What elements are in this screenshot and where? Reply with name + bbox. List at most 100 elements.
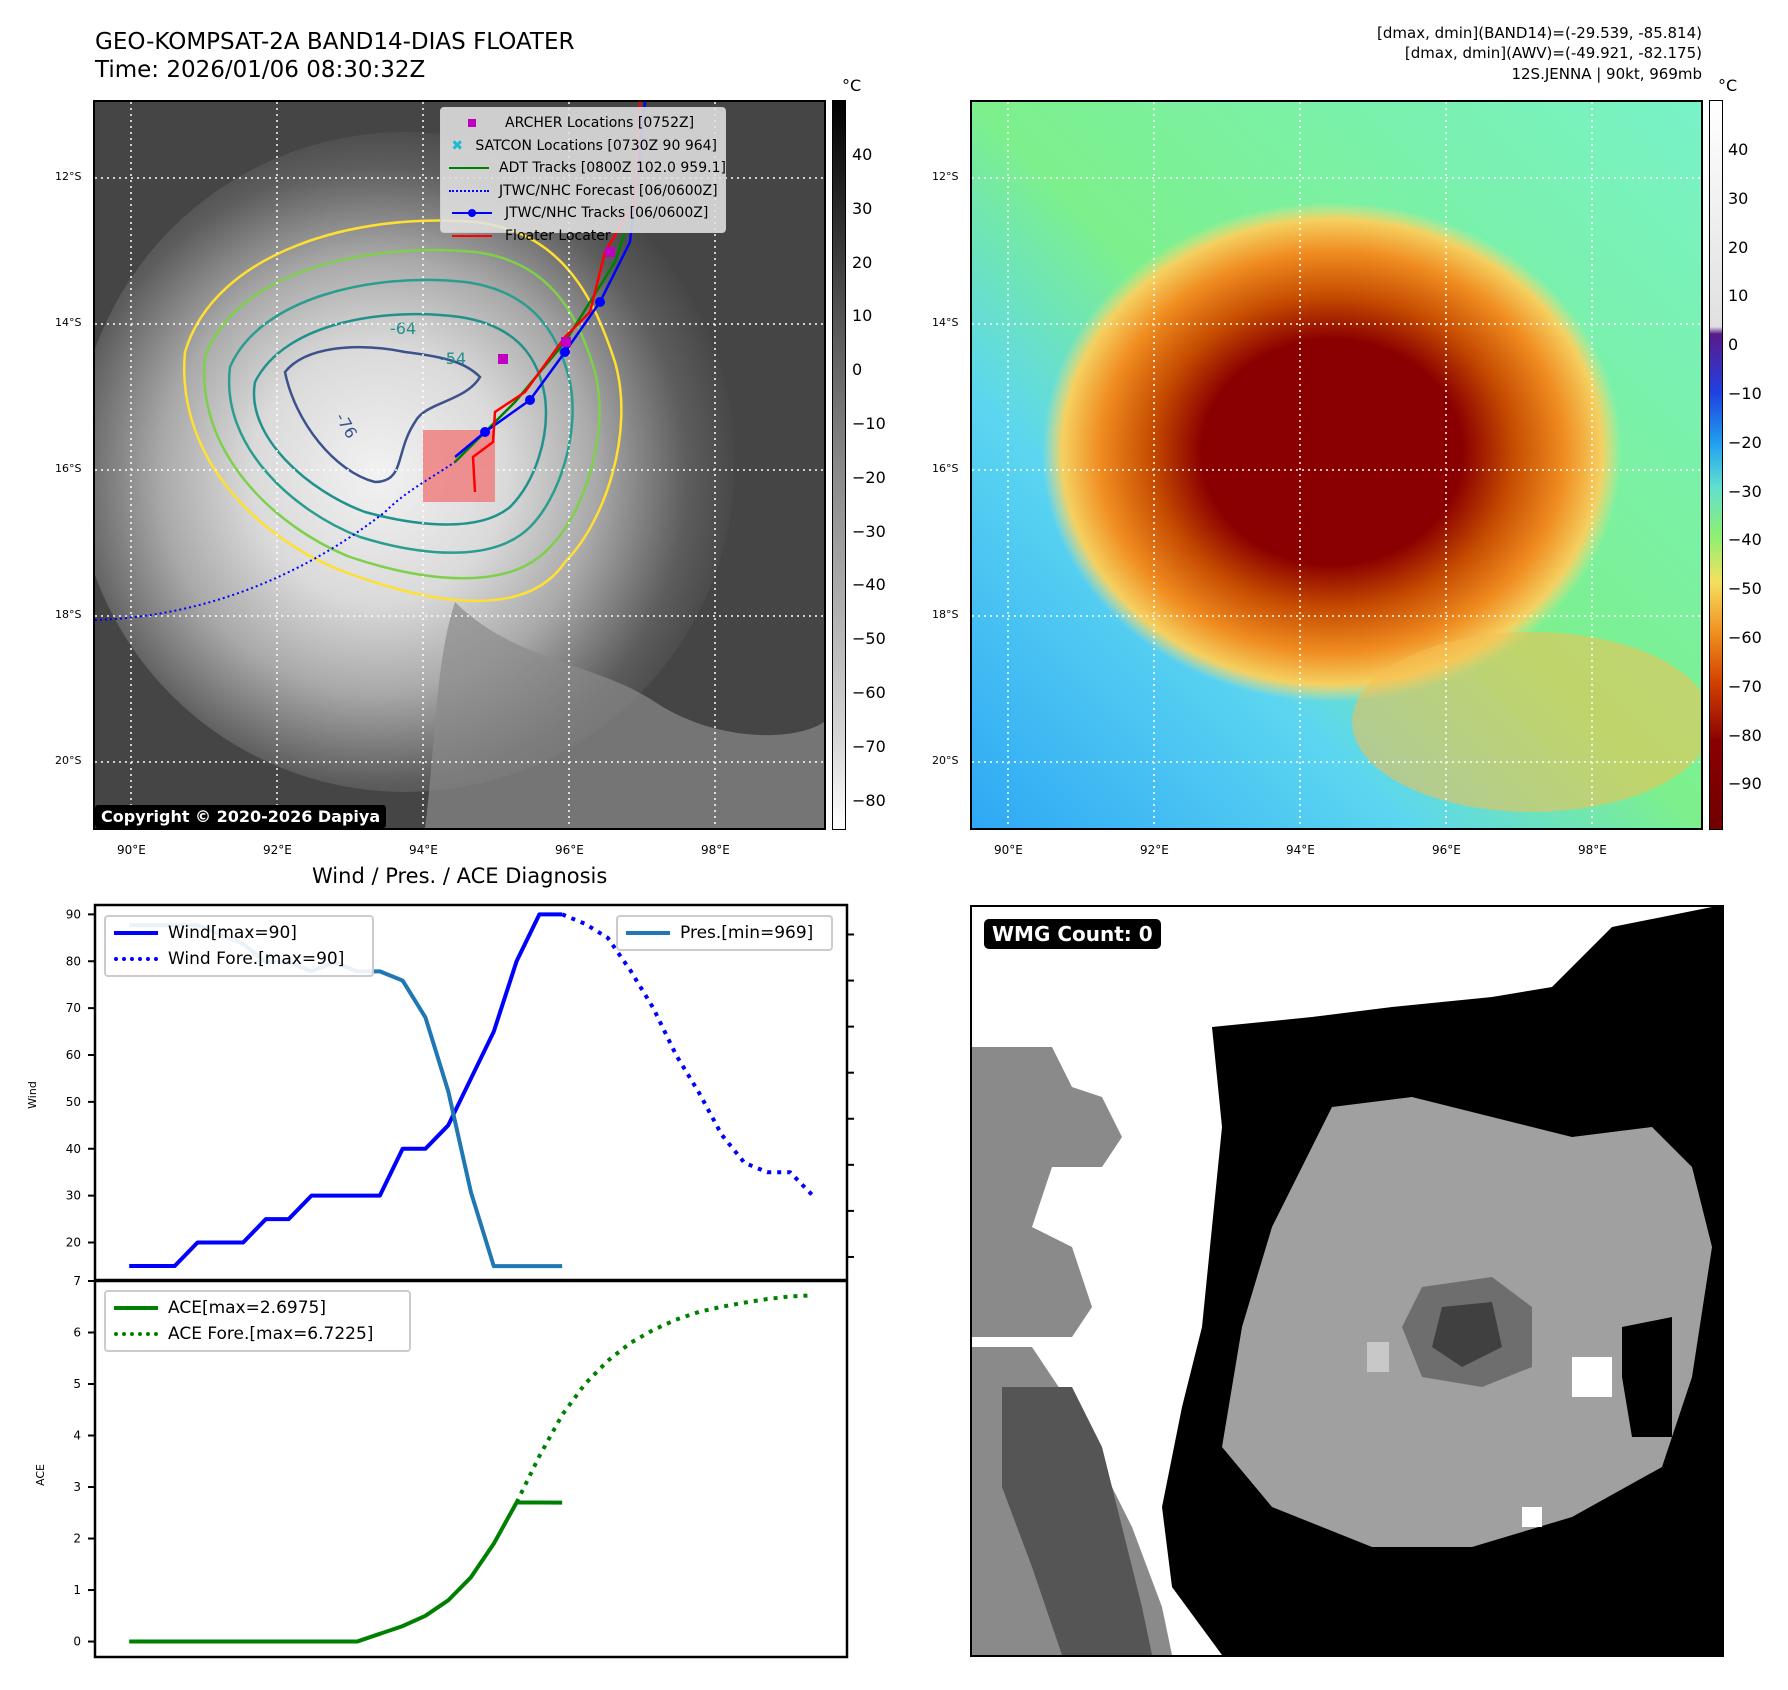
contour-label-54: -54 <box>440 349 466 368</box>
y-tick-label: 2 <box>73 1532 81 1546</box>
line-dot-icon <box>449 208 495 218</box>
contour-lightgreen <box>202 248 601 580</box>
y-tick-label: 90 <box>66 907 81 921</box>
contour-yellow <box>182 219 623 603</box>
contour-navy <box>283 345 482 484</box>
legend-label: ACE Fore.[max=6.7225] <box>168 1324 374 1344</box>
jtwc-track-points <box>480 297 605 437</box>
lon-tick: 98°E <box>701 843 730 857</box>
colorbar-tick: 30 <box>1728 188 1749 208</box>
lat-tick: 12°S <box>55 170 82 183</box>
dotted-line-icon <box>114 954 158 964</box>
wmg-black-region <box>1622 1317 1672 1437</box>
contour-cyan <box>252 312 548 526</box>
x-marker-icon: ✖ <box>451 137 464 154</box>
colorbar-tick: −80 <box>852 790 886 810</box>
legend-ace: ACE[max=2.6975] <box>114 1295 401 1321</box>
lat-tick: 14°S <box>932 316 959 329</box>
y-tick-label: 3 <box>73 1480 81 1494</box>
y-tick-label: 60 <box>66 1048 81 1062</box>
y-tick-label: 4 <box>73 1429 81 1443</box>
colorbar-tick: −20 <box>1728 432 1762 452</box>
y-tick-label: 1 <box>73 1583 81 1597</box>
colorbar-tick: −80 <box>1728 725 1762 745</box>
legend-label: ARCHER Locations [0752Z] <box>505 115 695 132</box>
lat-tick: 20°S <box>55 754 82 767</box>
ir-colorbar-unit: °C <box>842 76 862 95</box>
lat-tick: 14°S <box>55 316 82 329</box>
y-tick-label: 5 <box>73 1377 81 1391</box>
wmg-count-badge: WMG Count: 0 <box>984 919 1161 949</box>
legend-jtwc-forecast: JTWC/NHC Forecast [06/0600Z] <box>449 180 718 203</box>
colorbar-tick: 20 <box>1728 237 1749 257</box>
ir-rainband <box>425 602 824 828</box>
colorbar-tick: 10 <box>852 306 873 326</box>
colorbar-tick: 40 <box>1728 140 1749 159</box>
colorbar-tick: −10 <box>1728 384 1762 403</box>
colorbar-tick: 0 <box>852 360 863 380</box>
y-tick-label: 80 <box>66 954 81 968</box>
colorbar-tick: −50 <box>852 629 886 649</box>
legend-label: JTWC/NHC Forecast [06/0600Z] <box>499 182 718 199</box>
dotted-line-icon <box>449 186 489 196</box>
ir-legend: ARCHER Locations [0752Z] ✖ SATCON Locati… <box>440 107 726 244</box>
legend-label: Floater Locater <box>505 227 611 244</box>
colorbar-tick: −70 <box>852 736 886 756</box>
ir-colorbar <box>832 100 846 830</box>
legend-adt: ADT Tracks [0800Z 102.0 959.1] <box>449 157 726 180</box>
legend-ace-forecast: ACE Fore.[max=6.7225] <box>114 1321 401 1347</box>
wmg-white-pixel <box>1522 1507 1542 1527</box>
awv-map-svg <box>972 102 1701 828</box>
wmg-gray-region <box>972 1047 1122 1337</box>
legend-floater: Floater Locater <box>449 225 717 248</box>
wmg-svg <box>972 907 1722 1655</box>
meta-storm: 12S.JENNA | 90kt, 969mb <box>1511 65 1702 83</box>
awv-colorbar <box>1709 100 1723 830</box>
legend-wind-forecast: Wind Fore.[max=90] <box>114 946 364 972</box>
colorbar-tick: −60 <box>852 683 886 702</box>
colorbar-tick: −50 <box>1728 579 1762 599</box>
y-axis-label: Wind <box>26 1081 39 1109</box>
lon-tick: 90°E <box>994 843 1023 857</box>
contour-label-64: -64 <box>390 319 416 338</box>
y-axis-label: ACE <box>34 1464 47 1486</box>
y-tick-label: 20 <box>66 1236 81 1250</box>
lon-tick: 96°E <box>555 843 584 857</box>
wind-legend: Wind[max=90] Wind Fore.[max=90] <box>104 915 374 977</box>
floater-box <box>423 430 495 502</box>
y-tick-label: 7 <box>73 1275 81 1288</box>
awv-rainband <box>1352 632 1701 812</box>
contour-teal <box>227 278 574 554</box>
lon-tick: 94°E <box>1286 843 1315 857</box>
lon-tick: 98°E <box>1578 843 1607 857</box>
y-tick-label: 0 <box>73 1635 81 1649</box>
wmg-dark-core <box>1432 1302 1502 1367</box>
colorbar-tick: 40 <box>852 145 873 164</box>
lon-tick: 94°E <box>409 843 438 857</box>
wmg-darkgray-region <box>1002 1387 1152 1655</box>
colorbar-tick: −40 <box>1728 530 1762 550</box>
y-tick-label: 30 <box>66 1189 81 1203</box>
lat-tick: 20°S <box>932 754 959 767</box>
legend-wind: Wind[max=90] <box>114 920 364 946</box>
ir-map-panel: -64 -54 -76 ARCHER Location <box>93 100 826 830</box>
lat-tick: 16°S <box>932 462 959 475</box>
legend-label: ADT Tracks [0800Z 102.0 959.1] <box>499 160 726 177</box>
pressure-legend: Pres.[min=969] <box>616 915 833 951</box>
colorbar-tick: 30 <box>852 198 873 218</box>
square-marker-icon <box>449 118 495 128</box>
legend-jtwc-tracks: JTWC/NHC Tracks [06/0600Z] <box>449 202 717 225</box>
lon-tick: 90°E <box>117 843 146 857</box>
series-wind-fore <box>561 912 815 1198</box>
figure-title: GEO-KOMPSAT-2A BAND14-DIAS FLOATER <box>95 29 575 55</box>
legend-satcon: ✖ SATCON Locations [0730Z 90 964] <box>449 135 717 158</box>
meta-awv: [dmax, dmin](AWV)=(-49.921, -82.175) <box>1404 44 1702 62</box>
y-tick-label: 40 <box>66 1142 81 1156</box>
colorbar-tick: −10 <box>852 414 886 433</box>
awv-storm-core <box>1042 202 1622 702</box>
colorbar-tick: −90 <box>1728 774 1762 794</box>
wmg-center-pixel <box>1367 1342 1389 1372</box>
legend-archer: ARCHER Locations [0752Z] <box>449 112 717 135</box>
colorbar-tick: −70 <box>1728 676 1762 696</box>
colorbar-tick: −20 <box>852 467 886 487</box>
